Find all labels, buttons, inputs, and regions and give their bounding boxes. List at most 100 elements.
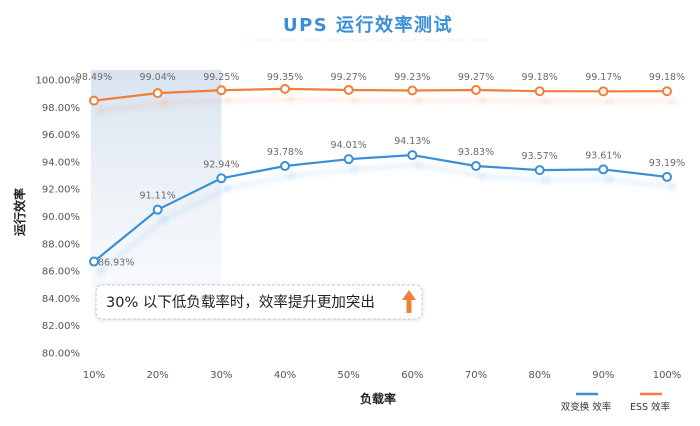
y-tick-label: 96.00% [42, 130, 80, 141]
double-conversion-shadow-point [159, 215, 169, 225]
ess-data-label: 99.27% [331, 72, 367, 83]
x-tick-label: 40% [274, 370, 296, 381]
y-tick-label: 100.00% [36, 76, 81, 87]
up-arrow-icon [402, 290, 416, 313]
double-conversion-point [598, 164, 609, 175]
double-conversion-point [471, 160, 481, 171]
y-tick-label: 88.00% [42, 239, 80, 250]
ess-point [343, 84, 354, 95]
ess-point [407, 85, 418, 96]
double-conversion-data-label: 94.13% [394, 136, 430, 147]
double-conversion-shadow-point [413, 160, 423, 170]
ess-data-label: 99.17% [585, 72, 621, 83]
ess-point [216, 85, 227, 96]
ess-data-label: 99.18% [649, 72, 685, 83]
ess-point [280, 83, 290, 94]
annotation-box [95, 284, 423, 320]
double-conversion-shadow-point [541, 175, 551, 185]
double-conversion-shadow-point [286, 171, 296, 181]
x-axis-title: 负载率 [360, 391, 396, 406]
double-conversion-data-label: 93.83% [458, 147, 494, 158]
double-conversion-shadow-point [604, 174, 614, 184]
double-conversion-point [534, 165, 545, 176]
double-conversion-data-label: 93.19% [649, 158, 685, 169]
x-tick-label: 60% [401, 370, 423, 381]
y-axis-ticks: 80.00% 82.00% 84.00% 86.00% 88.00% 90.00% 92.0… [36, 76, 81, 360]
double-conversion-point [662, 171, 672, 182]
ess-shadow-line [99, 96, 674, 113]
double-conversion-shadow-point [95, 267, 105, 277]
double-conversion-point [280, 160, 290, 171]
annotation-text: 30% 以下低负载率时，效率提升更加突出 [106, 294, 375, 311]
ess-data-label: 99.04% [140, 72, 176, 83]
x-tick-label: 70% [465, 370, 487, 381]
double-conversion-data-label: 93.57% [522, 151, 558, 162]
x-tick-label: 100% [653, 370, 682, 381]
ess-point [471, 84, 481, 95]
x-tick-label: 20% [147, 370, 169, 381]
double-conversion-point [152, 204, 163, 215]
double-conversion-data-label: 93.61% [585, 150, 621, 161]
y-tick-label: 90.00% [42, 212, 80, 223]
ess-data-label: 99.18% [522, 72, 558, 83]
double-conversion-point [407, 150, 418, 161]
legend-label-ess: ESS 效率 [630, 401, 671, 413]
legend: 双变换 效率 ESS 效率 [561, 392, 671, 413]
ess-shadow-point [541, 96, 551, 106]
ess-point [152, 88, 163, 99]
y-axis-title: 运行效率 [12, 188, 27, 236]
x-tick-label: 50% [338, 370, 360, 381]
ess-shadow-point [95, 106, 105, 116]
annotation-callout: 30% 以下低负载率时，效率提升更加突出 [95, 284, 423, 320]
ess-line [93, 87, 668, 102]
ess-shadow-point [477, 95, 487, 105]
double-conversion-line [93, 153, 668, 263]
y-tick-label: 98.00% [42, 103, 80, 114]
low-load-highlight-band [91, 70, 222, 288]
ess-shadow-point [222, 95, 232, 105]
ess-data-label: 99.23% [394, 72, 430, 83]
ess-shadow-point [286, 94, 296, 104]
x-tick-label: 10% [83, 370, 105, 381]
double-conversion-data-label: 92.94% [203, 159, 239, 170]
ess-point [598, 86, 609, 97]
double-conversion-shadow-point [350, 164, 360, 174]
x-tick-label: 30% [210, 370, 232, 381]
x-axis-ticks: 10% 20% 30% 40% 50% 60% 70% 80% 90% 100% [83, 370, 681, 381]
double-conversion-shadow-point [668, 182, 678, 192]
double-conversion-point [343, 154, 354, 165]
y-tick-label: 92.00% [42, 185, 80, 196]
double-conversion-data-label: 94.01% [331, 140, 367, 151]
double-conversion-data-label: 93.78% [267, 147, 303, 158]
y-tick-label: 84.00% [42, 294, 80, 305]
double-conversion-shadow-point [477, 171, 487, 181]
ess-shadow-point [350, 95, 360, 105]
ess-point [662, 86, 672, 97]
ess-shadow-point [604, 96, 614, 106]
chart-title: UPS 运行效率测试 [283, 14, 453, 36]
double-conversion-data-label: 86.93% [98, 258, 134, 269]
y-tick-label: 82.00% [42, 321, 80, 332]
double-conversion-point [89, 256, 99, 267]
ess-point [89, 95, 99, 106]
ess-data-label: 99.35% [267, 72, 303, 83]
legend-label-double-conversion: 双变换 效率 [561, 401, 612, 413]
x-tick-label: 80% [529, 370, 551, 381]
ess-shadow-point [413, 96, 423, 106]
ess-shadow-point [159, 98, 169, 108]
series-layer: 98.49% 99.04% 99.25% 99.35% 99.27% 99.23% 99.2… [76, 72, 685, 277]
ess-data-label: 98.49% [76, 72, 112, 83]
y-tick-label: 80.00% [42, 349, 80, 360]
y-tick-label: 94.00% [42, 157, 80, 168]
double-conversion-shadow-point [222, 183, 232, 193]
y-tick-label: 86.00% [42, 267, 80, 278]
ess-point [534, 86, 545, 97]
double-conversion-data-label: 91.11% [140, 191, 176, 202]
double-conversion-shadow-line [98, 163, 674, 274]
ess-data-label: 99.27% [458, 72, 494, 83]
double-conversion-point [216, 173, 227, 184]
ess-shadow-point [668, 96, 678, 106]
x-tick-label: 90% [592, 370, 614, 381]
